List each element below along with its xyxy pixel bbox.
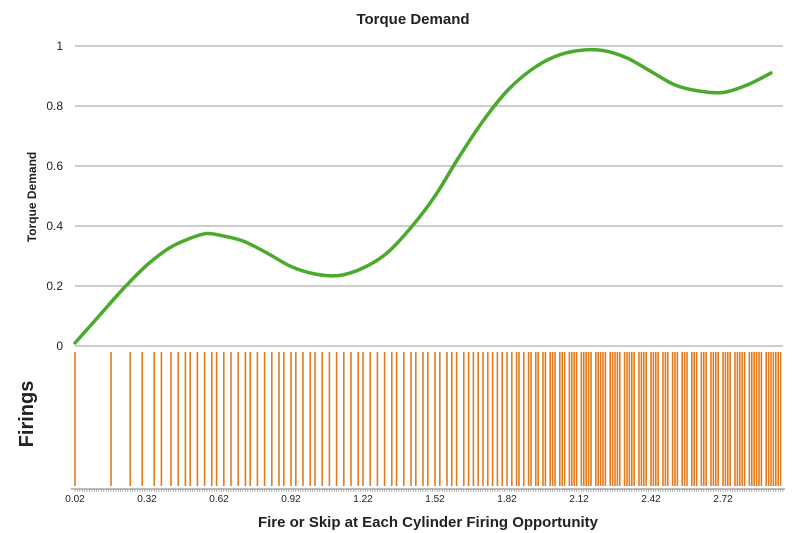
- x-tick-label: 2.12: [569, 494, 589, 505]
- y-tick-label: 0.6: [46, 159, 63, 173]
- gridlines: [75, 45, 783, 347]
- torque-demand-line: [73, 47, 773, 345]
- x-tick-label: 2.72: [713, 494, 733, 505]
- chart-title: Torque Demand: [356, 11, 469, 28]
- y-axis-label: Torque Demand: [25, 152, 39, 242]
- x-tick-label: 0.32: [137, 494, 157, 505]
- x-axis-label: Fire or Skip at Each Cylinder Firing Opp…: [258, 514, 599, 531]
- y-tick-label: 1: [56, 39, 63, 53]
- torque-series: [73, 47, 773, 345]
- y-tick-label: 0: [56, 339, 63, 353]
- x-axis: 0.02 0.32 0.62 0.92 1.22 1.52 1.82 2.12 2.42 2.72: [65, 488, 785, 505]
- x-tick-label: 1.82: [497, 494, 517, 505]
- x-tick-label: 1.52: [425, 494, 445, 505]
- x-tick-label: 1.22: [353, 494, 373, 505]
- x-tick-label: 2.42: [641, 494, 661, 505]
- firing-bars: [74, 352, 782, 486]
- y-tick-label: 0.8: [46, 99, 63, 113]
- x-tick-label: 0.02: [65, 494, 85, 505]
- x-tick-label: 0.62: [209, 494, 229, 505]
- y-tick-label: 0.2: [46, 279, 63, 293]
- x-tick-label: 0.92: [281, 494, 301, 505]
- y-tick-label: 0.4: [46, 219, 63, 233]
- y-tick-labels: 0 0.2 0.4 0.6 0.8 1: [46, 39, 63, 353]
- firings-label: Firings: [16, 381, 38, 448]
